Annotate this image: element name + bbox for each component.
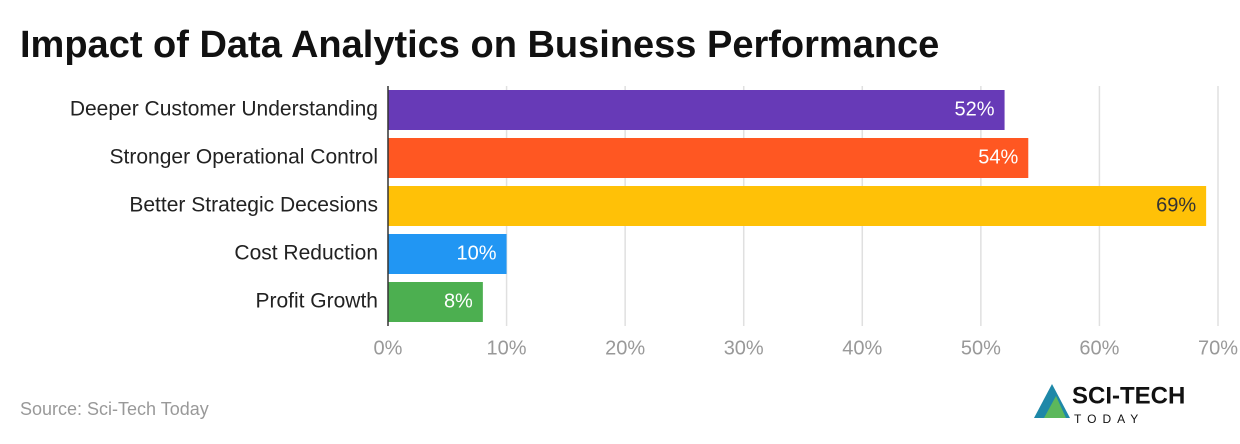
y-tick-label: Stronger Operational Control (110, 146, 378, 169)
logo: SCI-TECH TODAY (1034, 382, 1185, 426)
value-label: 52% (955, 98, 995, 120)
x-tick-label: 30% (724, 337, 764, 359)
value-label: 8% (444, 290, 473, 312)
y-tick-label: Profit Growth (255, 290, 378, 313)
bar (388, 234, 507, 274)
source: Source: Sci-Tech Today (20, 399, 209, 419)
x-tick-label: 70% (1198, 337, 1238, 359)
value-label: 69% (1156, 194, 1196, 216)
bar (388, 138, 1029, 178)
logo-icon (1044, 396, 1066, 418)
x-tick-label: 0% (374, 337, 403, 359)
bar (388, 90, 1005, 130)
x-tick-label: 60% (1079, 337, 1119, 359)
value-label: 54% (978, 146, 1018, 168)
value-label: 10% (457, 242, 497, 264)
x-tick-label: 50% (961, 337, 1001, 359)
x-tick-label: 20% (605, 337, 645, 359)
x-tick-label: 40% (842, 337, 882, 359)
x-tick-label: 10% (487, 337, 527, 359)
y-tick-label: Deeper Customer Understanding (70, 98, 378, 121)
y-tick-label: Cost Reduction (234, 242, 378, 265)
logo-text: SCI-TECH (1072, 382, 1185, 409)
bar (388, 282, 483, 322)
logo-subtext: TODAY (1074, 412, 1144, 426)
bar (388, 186, 1207, 226)
chart-title: Impact of Data Analytics on Business Per… (20, 24, 939, 66)
y-tick-label: Better Strategic Decesions (129, 194, 378, 217)
